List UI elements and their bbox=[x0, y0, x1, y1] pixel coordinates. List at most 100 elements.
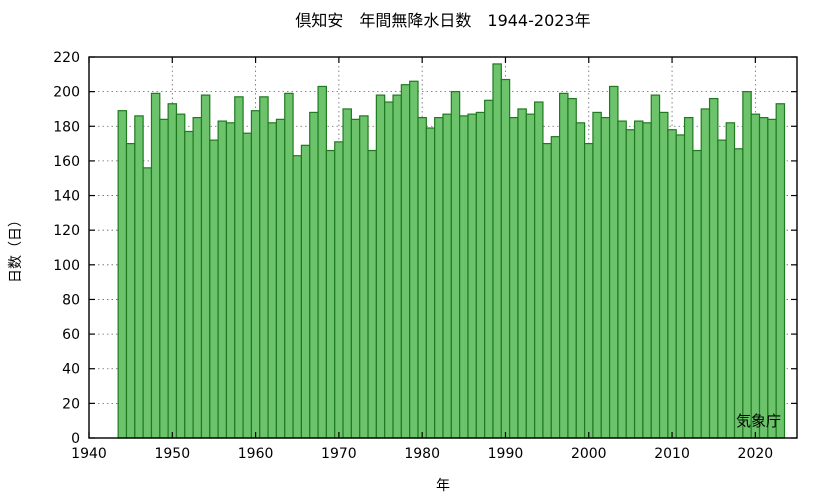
bar-2012 bbox=[683, 117, 694, 439]
bar-1969 bbox=[325, 149, 336, 439]
y-tick-label: 20 bbox=[62, 396, 80, 412]
bar-1976 bbox=[384, 101, 394, 439]
bar-2014 bbox=[700, 108, 711, 439]
bar-1981 bbox=[425, 127, 436, 439]
bar-1977 bbox=[392, 94, 402, 439]
y-tick-label: 40 bbox=[62, 362, 80, 378]
bar-1989 bbox=[492, 63, 502, 439]
x-axis-label: 年 bbox=[436, 478, 450, 494]
bar-1970 bbox=[334, 141, 344, 439]
bar-1993 bbox=[525, 113, 536, 439]
bar-1950 bbox=[167, 103, 178, 439]
bar-1985 bbox=[459, 115, 469, 439]
y-tick-label: 80 bbox=[62, 292, 80, 308]
bar-1975 bbox=[375, 94, 386, 439]
bar-2021 bbox=[758, 117, 769, 439]
y-tick-label: 60 bbox=[62, 327, 80, 343]
y-tick-label: 220 bbox=[53, 50, 80, 66]
bar-2009 bbox=[658, 111, 669, 439]
y-tick-label: 100 bbox=[53, 258, 80, 274]
bar-2018 bbox=[733, 148, 744, 439]
bar-1997 bbox=[559, 92, 569, 439]
bar-1987 bbox=[475, 111, 486, 439]
bar-2007 bbox=[642, 122, 652, 439]
bar-1961 bbox=[259, 96, 269, 439]
bar-1994 bbox=[534, 101, 544, 439]
x-tick-label: 1990 bbox=[488, 446, 524, 462]
y-tick-label: 0 bbox=[71, 431, 80, 447]
bar-2008 bbox=[650, 94, 661, 439]
bar-2016 bbox=[717, 139, 727, 439]
bar-2004 bbox=[617, 120, 627, 439]
bar-2023 bbox=[775, 103, 786, 439]
bar-1946 bbox=[134, 115, 144, 439]
y-tick-label: 160 bbox=[53, 154, 80, 170]
bar-2003 bbox=[608, 85, 619, 439]
bar-1990 bbox=[500, 78, 511, 439]
bar-1947 bbox=[142, 167, 153, 439]
x-tick-label: 1960 bbox=[238, 446, 274, 462]
bar-1949 bbox=[159, 118, 169, 439]
bar-2011 bbox=[675, 134, 686, 439]
bar-1954 bbox=[200, 94, 211, 439]
bar-1966 bbox=[300, 144, 311, 439]
bar-1974 bbox=[367, 149, 377, 439]
bar-1995 bbox=[542, 142, 552, 439]
x-tick-label: 2020 bbox=[738, 446, 774, 462]
x-axis-ticks: 1940 1950 1960 1970 1980 1990 2000 2010 2020 bbox=[71, 57, 773, 462]
x-tick-label: 1940 bbox=[71, 446, 107, 462]
bar-1996 bbox=[550, 136, 561, 439]
bar-1972 bbox=[350, 118, 361, 439]
bar-1964 bbox=[284, 92, 294, 439]
bar-1948 bbox=[150, 92, 161, 439]
bar-1944 bbox=[117, 110, 128, 439]
bar-1998 bbox=[567, 97, 577, 439]
y-tick-label: 120 bbox=[53, 223, 80, 239]
bar-1988 bbox=[484, 99, 494, 439]
x-tick-label: 2010 bbox=[654, 446, 690, 462]
chart-title: 倶知安 年間無降水日数 1944-2023年 bbox=[295, 11, 590, 30]
source-credit: 気象庁 bbox=[736, 412, 781, 430]
bar-1973 bbox=[359, 115, 369, 439]
x-tick-label: 2000 bbox=[571, 446, 607, 462]
bar-1992 bbox=[517, 108, 527, 439]
bar-1953 bbox=[192, 117, 203, 439]
bar-2002 bbox=[600, 117, 611, 439]
bar-1978 bbox=[400, 84, 411, 439]
x-tick-label: 1970 bbox=[321, 446, 357, 462]
bar-1956 bbox=[217, 120, 228, 439]
bar-series bbox=[117, 63, 786, 439]
y-tick-label: 180 bbox=[53, 119, 80, 135]
bar-2020 bbox=[750, 113, 761, 439]
bar-2019 bbox=[742, 91, 752, 439]
bar-1986 bbox=[467, 113, 477, 439]
bar-2017 bbox=[725, 122, 736, 439]
bar-1965 bbox=[292, 155, 303, 439]
bar-2013 bbox=[692, 149, 702, 439]
x-tick-label: 1950 bbox=[154, 446, 190, 462]
bar-2000 bbox=[583, 142, 594, 439]
bar-1959 bbox=[242, 132, 253, 439]
bar-2022 bbox=[767, 118, 777, 439]
y-axis-label: 日数（日） bbox=[8, 213, 24, 283]
bar-1983 bbox=[442, 113, 452, 439]
bar-1984 bbox=[450, 91, 461, 439]
bar-2010 bbox=[667, 129, 677, 439]
bar-1979 bbox=[409, 80, 419, 439]
bar-1967 bbox=[309, 111, 319, 439]
bar-1960 bbox=[250, 110, 261, 439]
y-tick-label: 200 bbox=[53, 85, 80, 101]
bar-2005 bbox=[625, 129, 636, 439]
bar-1955 bbox=[209, 139, 219, 439]
bar-1963 bbox=[275, 118, 286, 439]
bar-2001 bbox=[592, 111, 602, 439]
bar-1971 bbox=[342, 108, 352, 439]
bar-1952 bbox=[184, 130, 194, 439]
bar-2015 bbox=[708, 97, 719, 439]
y-tick-label: 140 bbox=[53, 189, 80, 205]
y-axis-ticks: 0 20 40 60 80 100 120 140 160 180 200 220 bbox=[53, 50, 797, 447]
bar-1962 bbox=[267, 122, 278, 439]
bar-1982 bbox=[434, 117, 444, 439]
bar-1991 bbox=[509, 117, 519, 439]
